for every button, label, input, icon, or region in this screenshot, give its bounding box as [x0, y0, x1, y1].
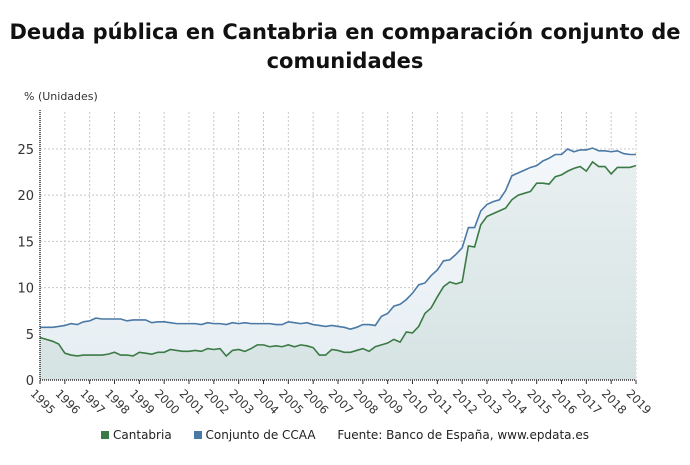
- x-tick-label: 2002: [201, 386, 232, 417]
- x-tick-label: 2007: [326, 386, 357, 417]
- x-tick-label: 2017: [574, 386, 605, 417]
- x-tick-label: 2008: [350, 386, 381, 417]
- x-tick-label: 1995: [28, 386, 59, 417]
- x-tick-label: 2019: [624, 386, 655, 417]
- x-tick-label: 2012: [450, 386, 481, 417]
- x-tick-label: 2009: [375, 386, 406, 417]
- x-tick-label: 2018: [599, 386, 630, 417]
- x-tick-label: 2005: [276, 386, 307, 417]
- legend-label: Cantabria: [113, 428, 172, 442]
- legend-label: Conjunto de CCAA: [205, 428, 316, 442]
- y-tick-label: 20: [17, 189, 34, 204]
- legend: Cantabria Conjunto de CCAA Fuente: Banco…: [0, 428, 690, 442]
- y-tick-label: 15: [17, 235, 34, 250]
- x-tick-label: 1996: [52, 386, 83, 417]
- y-tick-label: 5: [26, 328, 34, 343]
- line-cantabria: [39, 160, 637, 358]
- x-tick-label: 2011: [425, 386, 456, 417]
- y-tick-label: 10: [17, 282, 34, 297]
- x-tick-label: 1997: [77, 386, 108, 417]
- x-tick-label: 2015: [524, 386, 555, 417]
- x-tick-label: 2001: [177, 386, 208, 417]
- x-tick-label: 2016: [549, 386, 580, 417]
- x-tick-label: 2014: [499, 386, 530, 417]
- legend-item-cantabria: Cantabria: [101, 428, 172, 442]
- legend-swatch-cantabria: [101, 431, 110, 439]
- y-tick-label: 25: [17, 143, 34, 158]
- line-conjunto-ccaa: [40, 147, 636, 331]
- legend-item-ccaa: Conjunto de CCAA: [193, 428, 316, 442]
- y-axis-label: % (Unidades): [24, 90, 98, 103]
- source-note: Fuente: Banco de España, www.epdata.es: [337, 428, 589, 442]
- chart-title: Deuda pública en Cantabria en comparació…: [9, 20, 681, 73]
- x-tick-label: 2004: [251, 386, 282, 417]
- y-tick-label: 0: [26, 374, 34, 389]
- x-tick-label: 2003: [226, 386, 257, 417]
- x-tick-label: 2006: [301, 386, 332, 417]
- legend-swatch-ccaa: [193, 431, 202, 439]
- x-tick-label: 2000: [152, 386, 183, 417]
- x-tick-label: 1999: [127, 386, 158, 417]
- x-tick-label: 1998: [102, 386, 133, 417]
- x-tick-label: 2010: [400, 386, 431, 417]
- x-tick-label: 2013: [475, 386, 506, 417]
